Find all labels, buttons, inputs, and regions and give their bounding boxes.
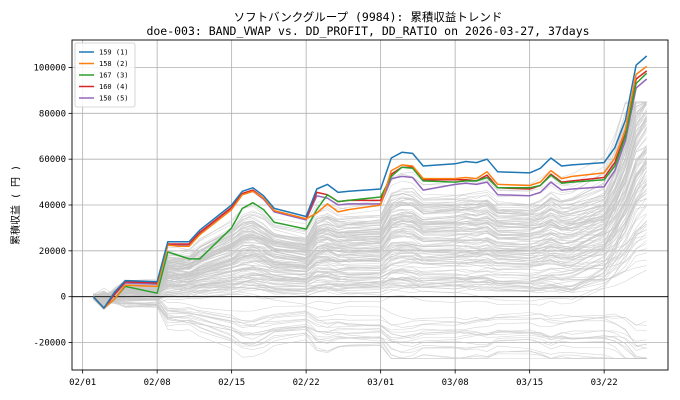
- background-series-line: [93, 293, 647, 346]
- background-series-line: [93, 287, 647, 359]
- x-tick-label: 03/15: [516, 378, 543, 388]
- background-series-line: [93, 291, 647, 359]
- background-series-line: [93, 163, 647, 298]
- background-series-line: [93, 240, 647, 304]
- legend: 159 (1) 158 (2) 167 (3) 160 (4) 150 (5): [74, 42, 136, 108]
- x-tick-label: 02/22: [293, 378, 320, 388]
- x-tick-label: 03/01: [367, 378, 394, 388]
- background-series-line: [93, 297, 647, 328]
- background-series-line: [93, 101, 647, 304]
- background-series-line: [93, 290, 647, 359]
- background-series-line: [93, 101, 647, 309]
- background-series-line: [93, 178, 647, 304]
- y-tick-label: 40000: [39, 201, 66, 211]
- y-tick-label: 60000: [39, 155, 66, 165]
- x-tick-label: 03/22: [591, 378, 618, 388]
- y-axis-label: 累積収益 ( 円 ): [9, 165, 22, 245]
- background-series-line: [93, 148, 647, 305]
- background-series-line: [93, 102, 647, 306]
- x-tick-label: 03/08: [442, 378, 469, 388]
- background-series-line: [93, 290, 647, 359]
- y-tick-label: -20000: [33, 339, 66, 349]
- legend-box: [74, 42, 136, 108]
- y-tick-label: 80000: [39, 109, 66, 119]
- background-series-line: [93, 220, 647, 306]
- background-series-line: [93, 291, 647, 359]
- background-series-line: [93, 178, 647, 304]
- background-series-line: [93, 298, 647, 343]
- legend-label: 159 (1): [99, 49, 129, 57]
- legend-label: 160 (4): [99, 83, 129, 91]
- y-tick-label: 0: [61, 293, 66, 303]
- background-series-line: [93, 181, 647, 302]
- y-tick-label: 20000: [39, 247, 66, 257]
- series-line-158: [92, 65, 648, 309]
- series-line-159: [92, 55, 648, 309]
- background-series-line: [93, 108, 647, 304]
- background-series-line: [93, 292, 647, 331]
- background-series-line: [93, 203, 647, 301]
- x-tick-label: 02/08: [144, 378, 171, 388]
- chart-subtitle: doe-003: BAND_VWAP vs. DD_PROFIT, DD_RAT…: [146, 24, 589, 38]
- background-series-line: [93, 294, 647, 326]
- legend-label: 167 (3): [99, 72, 129, 80]
- background-series-line: [93, 101, 647, 302]
- highlighted-series-layer: [92, 55, 648, 309]
- x-tick-label: 02/01: [69, 378, 96, 388]
- series-line-160: [92, 70, 648, 309]
- background-series-layer: [93, 101, 647, 359]
- background-series-line: [93, 170, 647, 297]
- background-series-line: [93, 294, 647, 359]
- background-series-line: [93, 104, 647, 306]
- y-tick-label: 100000: [33, 64, 66, 74]
- background-series-line: [93, 148, 647, 299]
- background-series-line: [93, 197, 647, 307]
- background-series-line: [93, 157, 647, 304]
- background-series-line: [93, 101, 647, 307]
- background-series-line: [93, 188, 647, 302]
- background-series-line: [93, 101, 647, 308]
- background-series-line: [93, 120, 647, 301]
- background-series-line: [93, 101, 647, 305]
- background-series-line: [93, 206, 647, 302]
- background-series-line: [93, 160, 647, 298]
- legend-label: 158 (2): [99, 60, 129, 68]
- x-tick-label: 02/15: [218, 378, 245, 388]
- background-series-line: [93, 113, 647, 306]
- background-series-line: [93, 294, 647, 359]
- chart-title: ソフトバンクグループ (9984): 累積収益トレンド: [234, 10, 503, 24]
- tick-layer: 02/01 02/08 02/15 02/22 03/01 03/08 03/15 03/22…: [33, 64, 617, 389]
- background-series-line: [93, 101, 647, 303]
- background-series-line: [93, 167, 647, 299]
- background-series-line: [93, 161, 647, 303]
- series-line-167: [92, 72, 648, 309]
- background-series-line: [93, 225, 647, 302]
- background-series-line: [93, 111, 647, 303]
- background-series-line: [93, 192, 647, 300]
- legend-label: 150 (5): [99, 95, 129, 103]
- background-series-line: [93, 117, 647, 300]
- background-series-line: [93, 205, 647, 304]
- background-series-line: [93, 101, 647, 309]
- background-series-line: [93, 243, 647, 296]
- background-series-line: [93, 296, 647, 349]
- background-series-line: [93, 116, 647, 307]
- background-series-line: [93, 131, 647, 303]
- background-series-line: [93, 221, 647, 302]
- background-series-line: [93, 232, 647, 298]
- background-series-line: [93, 101, 647, 308]
- background-series-line: [93, 293, 647, 359]
- background-series-line: [93, 116, 647, 307]
